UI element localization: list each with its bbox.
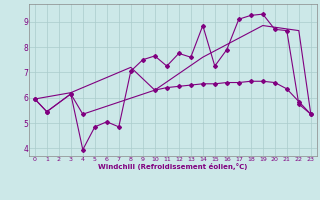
X-axis label: Windchill (Refroidissement éolien,°C): Windchill (Refroidissement éolien,°C) [98, 163, 247, 170]
